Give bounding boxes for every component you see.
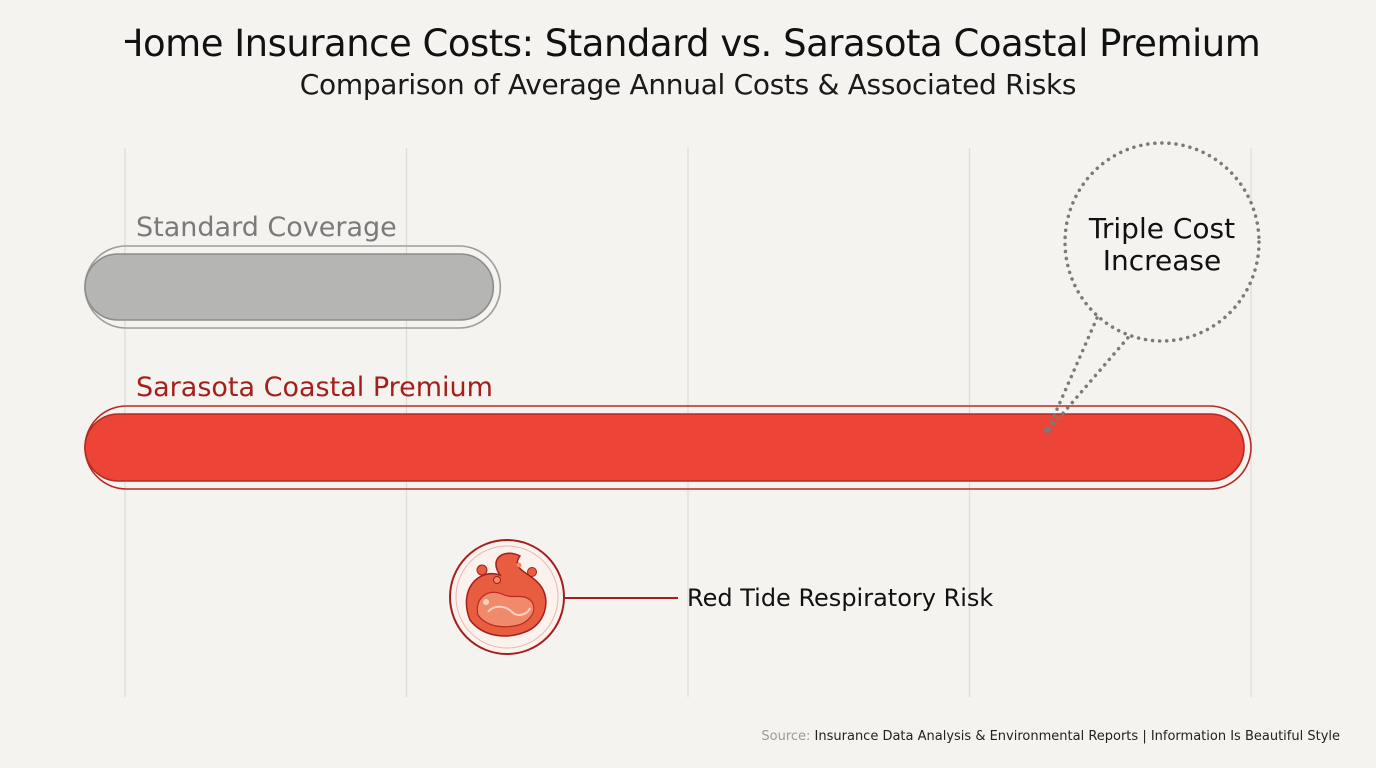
- callout-bubble: [1063, 141, 1261, 343]
- source-text: Insurance Data Analysis & Environmental …: [814, 729, 1340, 744]
- bar-label-standard: Standard Coverage: [136, 212, 397, 243]
- callout-text-line-2: Increase: [1103, 244, 1222, 277]
- red-tide-label: Red Tide Respiratory Risk: [687, 584, 993, 612]
- chart-title: Home Insurance Costs: Standard vs. Saras…: [115, 22, 1261, 65]
- callout-text-line-1: Triple Cost: [1088, 212, 1235, 245]
- bar-premium: [84, 413, 1245, 482]
- triple-cost-callout: Triple Cost Increase: [1044, 141, 1261, 434]
- callout-tail: [1045, 316, 1134, 434]
- source-label: Source:: [761, 729, 811, 744]
- source-note: Source: Insurance Data Analysis & Enviro…: [761, 729, 1340, 744]
- bar-standard: [84, 253, 495, 321]
- callout-pointer-dot: [1044, 427, 1050, 433]
- left-mask: [0, 0, 125, 768]
- bar-label-premium: Sarasota Coastal Premium: [136, 372, 493, 403]
- chart-subtitle: Comparison of Average Annual Costs & Ass…: [299, 68, 1077, 101]
- red-tide-icon: [449, 539, 565, 655]
- red-tide-annotation: Red Tide Respiratory Risk: [449, 539, 993, 655]
